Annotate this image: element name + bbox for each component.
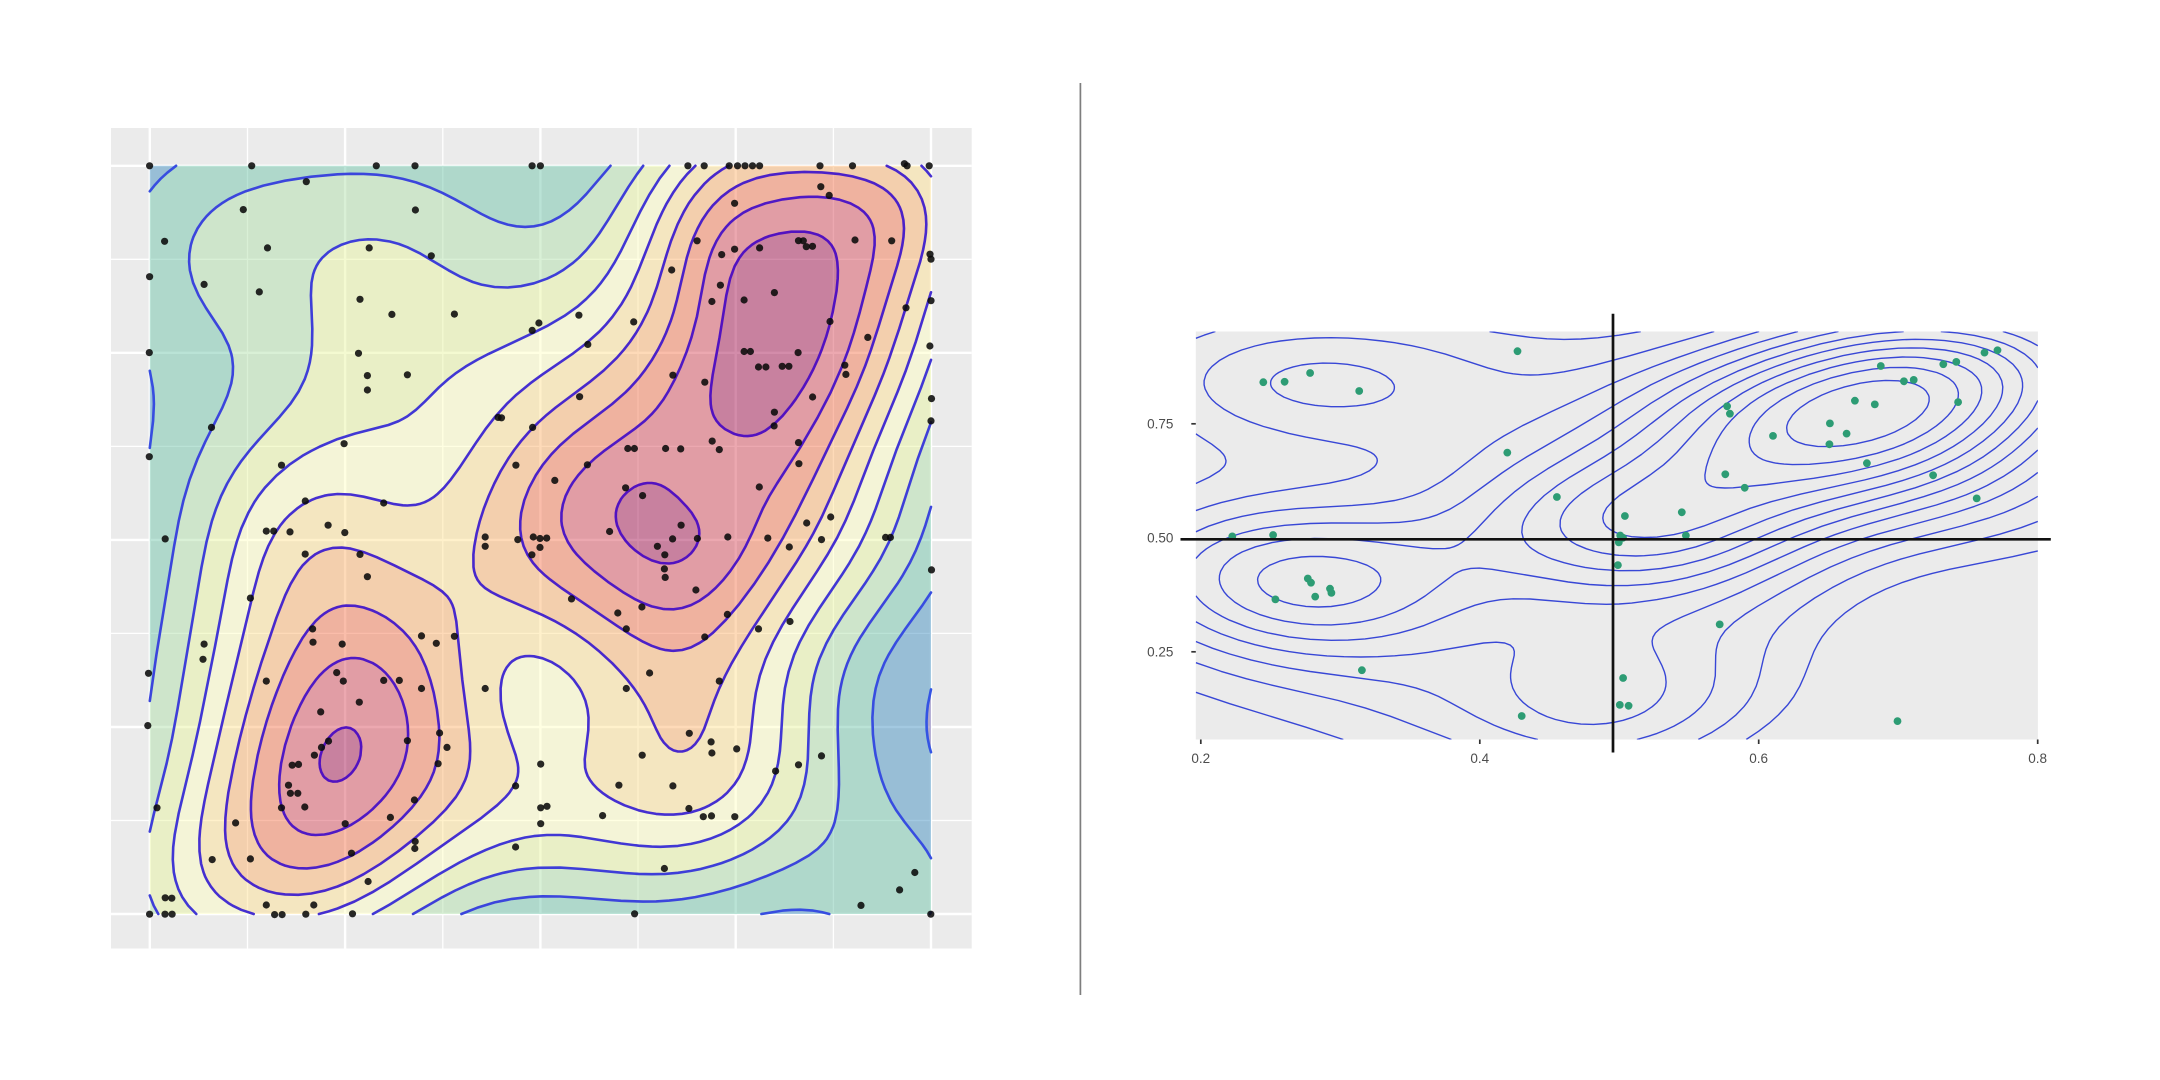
svg-text:0.6: 0.6 <box>1749 751 1768 766</box>
svg-text:0.8: 0.8 <box>2028 751 2047 766</box>
svg-text:0.4: 0.4 <box>1470 751 1489 766</box>
svg-text:0.2: 0.2 <box>1191 751 1210 766</box>
svg-text:0.75: 0.75 <box>1147 417 1173 432</box>
svg-text:0.25: 0.25 <box>1147 645 1173 660</box>
svg-text:0.50: 0.50 <box>1147 531 1173 546</box>
